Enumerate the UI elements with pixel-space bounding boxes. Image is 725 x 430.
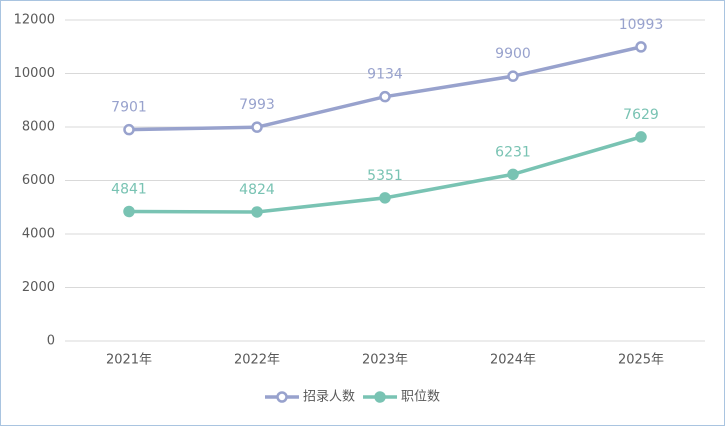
data-label: 10993 (619, 17, 664, 33)
y-tick-label: 0 (47, 334, 55, 349)
y-tick-label: 4000 (22, 227, 55, 242)
y-tick-label: 6000 (22, 173, 55, 188)
data-label: 4841 (111, 182, 147, 198)
data-label: 7629 (623, 107, 659, 123)
data-point (507, 168, 519, 181)
data-point (379, 90, 391, 103)
data-label: 5351 (367, 168, 403, 184)
data-label: 7901 (111, 100, 147, 116)
data-label: 9134 (367, 67, 403, 83)
data-point (379, 192, 391, 204)
data-point (123, 123, 135, 136)
legend-marker (276, 391, 288, 403)
data-label: 4824 (239, 182, 275, 198)
data-point (635, 41, 647, 53)
x-tick-label: 2025年 (618, 353, 664, 368)
y-tick-label: 10000 (14, 66, 55, 81)
x-tick-label: 2023年 (362, 353, 408, 368)
x-tick-label: 2021年 (106, 353, 152, 368)
y-tick-label: 8000 (22, 120, 55, 135)
legend-marker (374, 391, 386, 403)
data-label: 7993 (239, 97, 275, 113)
legend-label: 招录人数 (303, 390, 355, 405)
data-point (507, 70, 519, 82)
legend-label: 职位数 (401, 390, 440, 405)
data-label: 6231 (495, 144, 531, 160)
x-tick-label: 2022年 (234, 353, 280, 368)
x-tick-label: 2024年 (490, 353, 536, 368)
y-tick-label: 2000 (22, 280, 55, 295)
data-point (123, 205, 135, 218)
data-point (635, 131, 647, 143)
y-tick-label: 12000 (14, 13, 55, 28)
data-point (251, 206, 263, 218)
data-point (251, 121, 263, 133)
data-label: 9900 (495, 46, 531, 62)
